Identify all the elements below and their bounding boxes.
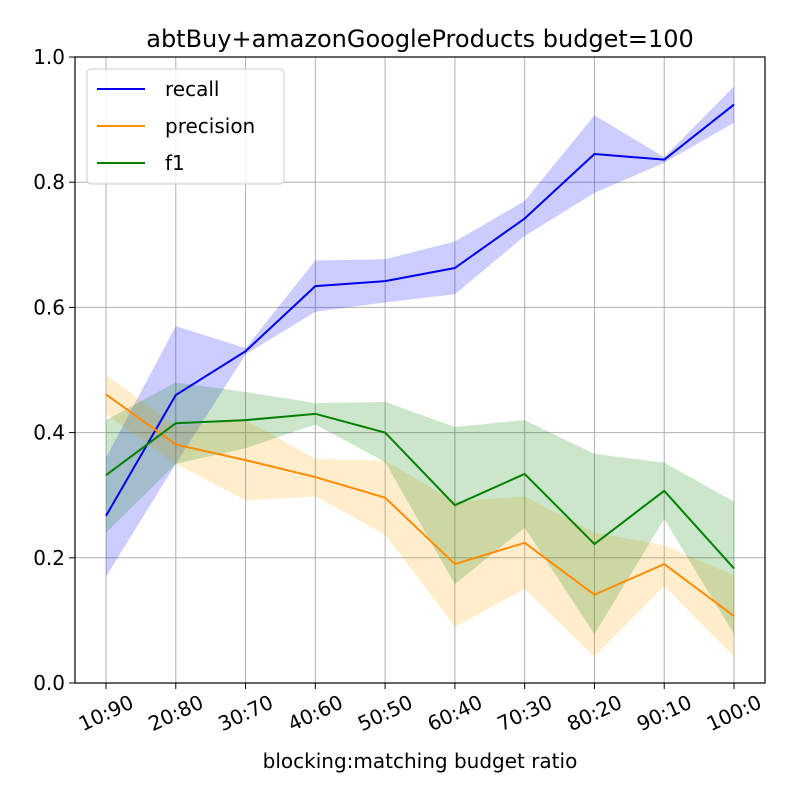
- plot-frame: [74, 56, 766, 684]
- x-tick-label: 90:10: [633, 690, 695, 736]
- precision-legend-label: precision: [165, 114, 255, 138]
- y-tick-label: 1.0: [33, 45, 65, 69]
- x-tick-label: 80:20: [563, 690, 625, 736]
- x-axis-title: blocking:matching budget ratio: [263, 749, 578, 773]
- f1-line: [105, 412, 735, 570]
- f1-legend-label: f1: [165, 151, 185, 175]
- y-tick-label: 0.8: [33, 170, 65, 194]
- f1-confidence-band: [106, 382, 734, 635]
- x-tick-label: 60:40: [424, 690, 486, 736]
- precision-line: [105, 393, 735, 617]
- y-axis: 0.0 0.2 0.4 0.6 0.8 1.0: [33, 45, 75, 695]
- x-tick-label: 30:70: [214, 690, 276, 736]
- precision-confidence-band: [106, 375, 734, 657]
- y-tick-label: 0.4: [33, 421, 65, 445]
- y-tick-label: 0.2: [33, 546, 65, 570]
- legend-box: [86, 68, 285, 185]
- confidence-bands: [106, 86, 734, 657]
- chart-title: abtBuy+amazonGoogleProducts budget=100: [146, 25, 694, 53]
- x-tick-label: 20:80: [145, 690, 207, 736]
- recall-legend-label: recall: [165, 77, 219, 101]
- x-tick-label: 10:90: [75, 690, 137, 736]
- recall-line: [105, 103, 735, 517]
- legend: recall precision f1: [86, 68, 285, 185]
- y-tick-label: 0.0: [33, 671, 65, 695]
- y-tick-label: 0.6: [33, 295, 65, 319]
- x-tick-label: 50:50: [354, 690, 416, 736]
- x-tick-label: 40:60: [284, 690, 346, 736]
- x-tick-label: 100:0: [703, 690, 765, 736]
- x-tick-label: 70:30: [493, 690, 555, 736]
- x-axis: 10:90 20:80 30:70 40:60 50:50 60:40 70:30 80:20…: [75, 683, 765, 736]
- series-lines: [105, 103, 735, 617]
